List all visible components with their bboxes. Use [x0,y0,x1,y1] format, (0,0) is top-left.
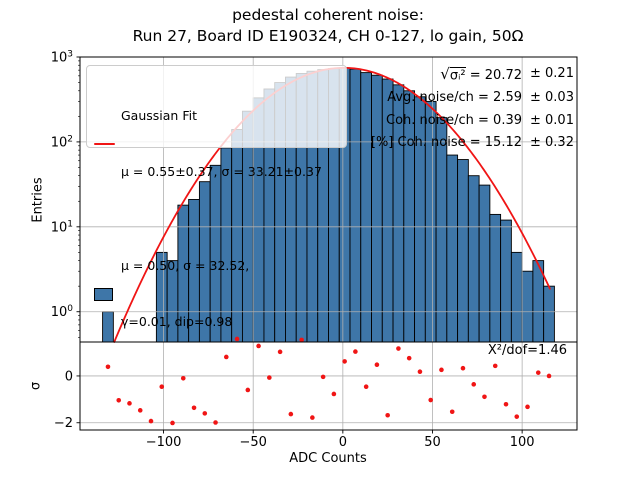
svg-text:103: 103 [51,50,73,66]
stats-sigma-total-radicand: σᵢ² [449,66,466,83]
stats-sigma-total-value: = 20.72 [465,68,522,83]
svg-text:100: 100 [510,435,535,450]
svg-text:101: 101 [51,219,73,235]
chi2-label: Χ²/dof=1.46 [487,343,567,358]
legend-entry-histogram: μ = 0.50, σ = 32.52, γ=0.01, dip=0.98 [94,220,340,368]
stats-coh-noise-error: ± 0.01 [530,112,574,128]
legend-gaussian-fit-text: Gaussian Fit μ = 0.55±0.37, σ = 33.21±0.… [121,70,322,218]
legend-histogram-text: μ = 0.50, σ = 32.52, γ=0.01, dip=0.98 [121,220,249,368]
legend-entry-gaussian-fit: Gaussian Fit μ = 0.55±0.37, σ = 33.21±0.… [94,70,340,218]
svg-text:0: 0 [339,435,347,450]
plot-title-line2: Run 27, Board ID E190324, CH 0-127, lo g… [132,27,524,45]
svg-text:102: 102 [51,134,73,150]
stats-sigma-total: √σᵢ² = 20.72 [371,63,522,87]
stats-avg-noise-error: ± 0.03 [530,90,574,106]
legend-histogram-handle [94,287,121,301]
stats-coh-noise-pct-error: ± 0.32 [530,135,574,151]
stats-sigma-total-error: ± 0.21 [530,66,574,81]
legend: Gaussian Fit μ = 0.55±0.37, σ = 33.21±0.… [86,65,347,329]
legend-histogram-params-line1: μ = 0.50, σ = 32.52, [121,258,250,273]
stats-box: √σᵢ² = 20.72 ± 0.21 Avg. noise/ch = 2.59… [371,63,578,155]
plot-title-line1: pedestal coherent noise: [232,6,424,24]
stats-coh-noise: Coh. noise/ch = 0.39 [386,112,522,128]
y-axis-label-entries: Entries [30,177,46,223]
x-axis-label: ADC Counts [289,451,367,466]
stats-coh-noise-pct: [%] Coh. noise = 15.12 [370,135,522,151]
y-axis-label-sigma: σ [28,381,44,391]
plot-title: pedestal coherent noise: Run 27, Board I… [133,5,524,47]
stats-avg-noise: Avg. noise/ch = 2.59 [387,90,522,106]
legend-histogram-swatch [94,287,113,301]
svg-text:100: 100 [51,304,74,320]
svg-text:50: 50 [424,435,441,450]
svg-text:0: 0 [65,369,73,384]
sqrt-sign: √ [440,65,450,83]
legend-gaussian-fit-label: Gaussian Fit [121,108,197,123]
svg-text:−2: −2 [54,416,73,431]
legend-gaussian-fit-handle [94,142,121,146]
legend-gaussian-fit-params: μ = 0.55±0.37, σ = 33.21±0.37 [121,163,322,179]
legend-histogram-params-line2: γ=0.01, dip=0.98 [121,313,233,329]
svg-text:−100: −100 [146,435,182,450]
svg-text:−50: −50 [239,435,266,450]
legend-gaussian-fit-line-swatch [94,142,115,146]
